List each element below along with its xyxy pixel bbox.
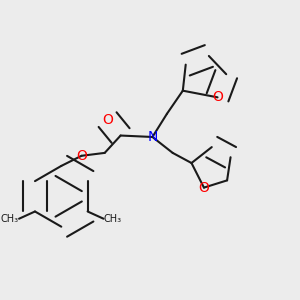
Text: CH₃: CH₃ <box>1 214 19 224</box>
Text: O: O <box>199 181 209 195</box>
Text: O: O <box>76 149 87 163</box>
Text: O: O <box>102 112 113 127</box>
Text: CH₃: CH₃ <box>103 214 122 224</box>
Text: O: O <box>212 90 223 104</box>
Text: N: N <box>147 130 158 144</box>
